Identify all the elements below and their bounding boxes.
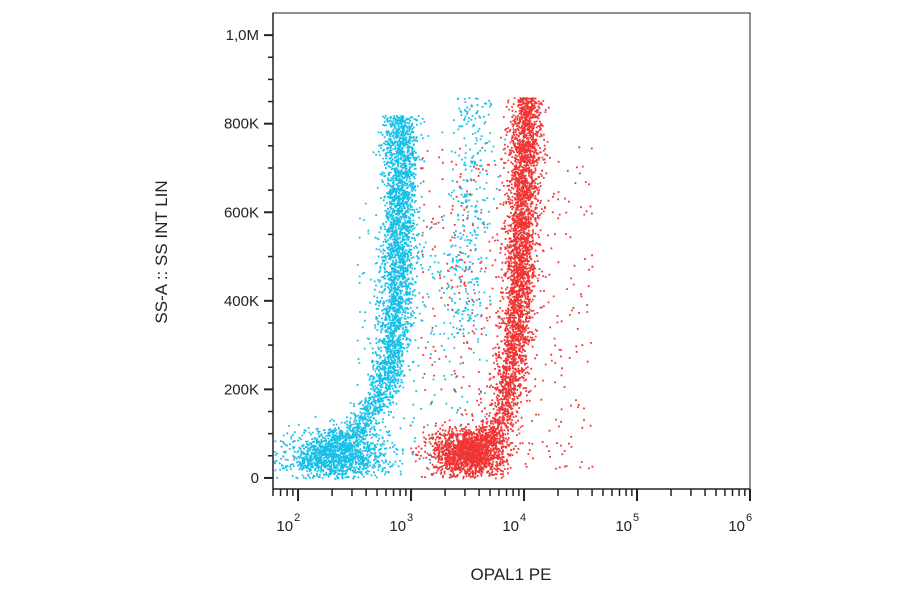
y-tick-label: 200K <box>224 381 259 398</box>
x-tick-label: 10 <box>615 518 632 535</box>
x-tick-exponent: 3 <box>407 512 413 524</box>
series-1-points <box>409 97 594 480</box>
series-0-marks <box>274 97 506 480</box>
y-tick-label: 600K <box>224 204 259 221</box>
y-tick-label: 800K <box>224 116 259 133</box>
series-0-points <box>274 97 506 480</box>
y-tick-label: 400K <box>224 293 259 310</box>
x-tick-exponent: 5 <box>633 512 639 524</box>
x-tick-label: 10 <box>389 518 406 535</box>
y-tick-label: 1,0M <box>226 27 259 44</box>
data-points <box>274 97 594 480</box>
y-axis: 0 200K 400K 600K 800K 1,0M <box>224 13 274 489</box>
x-tick-label: 10 <box>502 518 519 535</box>
x-tick-exponent: 2 <box>294 512 300 524</box>
x-tick-label: 10 <box>728 518 745 535</box>
x-axis: 10 2 10 3 10 4 10 5 10 6 <box>272 488 752 535</box>
series-1-marks <box>409 97 594 480</box>
x-axis-title: OPAL1 PE <box>471 565 552 584</box>
x-tick-exponent: 4 <box>520 512 526 524</box>
y-axis-title: SS-A :: SS INT LIN <box>152 180 171 323</box>
x-tick-exponent: 6 <box>746 512 752 524</box>
x-tick-label: 10 <box>276 518 293 535</box>
y-tick-label: 0 <box>251 470 259 487</box>
